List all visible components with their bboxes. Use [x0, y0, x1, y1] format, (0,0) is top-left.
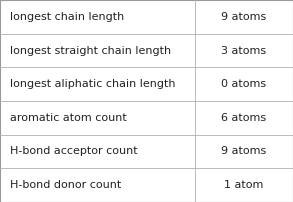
- Text: longest straight chain length: longest straight chain length: [10, 45, 171, 56]
- Text: 9 atoms: 9 atoms: [221, 12, 267, 22]
- Text: longest aliphatic chain length: longest aliphatic chain length: [10, 79, 176, 89]
- Text: longest chain length: longest chain length: [10, 12, 125, 22]
- Text: 1 atom: 1 atom: [224, 180, 264, 190]
- Text: 9 atoms: 9 atoms: [221, 146, 267, 157]
- Text: H-bond donor count: H-bond donor count: [10, 180, 122, 190]
- Text: 0 atoms: 0 atoms: [221, 79, 267, 89]
- Text: aromatic atom count: aromatic atom count: [10, 113, 127, 123]
- Text: 6 atoms: 6 atoms: [221, 113, 267, 123]
- Text: 3 atoms: 3 atoms: [221, 45, 267, 56]
- Text: H-bond acceptor count: H-bond acceptor count: [10, 146, 138, 157]
